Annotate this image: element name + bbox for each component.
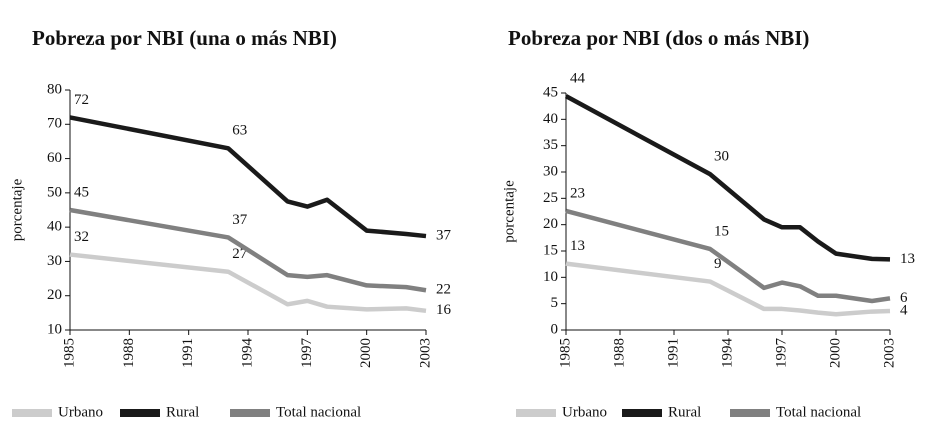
chart-title: Pobreza por NBI (dos o más NBI) (508, 26, 809, 50)
x-tick-label: 2003 (417, 338, 433, 368)
data-label: 15 (714, 223, 729, 239)
legend-swatch (516, 409, 556, 417)
series-line (564, 94, 891, 262)
data-label: 16 (436, 302, 452, 318)
data-label: 9 (714, 256, 722, 272)
data-label: 27 (232, 246, 248, 262)
x-tick-label: 1985 (557, 338, 573, 368)
data-label: 44 (570, 71, 586, 87)
legend-swatch (730, 409, 770, 417)
data-label: 22 (436, 282, 451, 298)
x-tick-label: 1988 (611, 338, 627, 368)
y-tick-label: 60 (47, 150, 62, 166)
y-axis-label: porcentaje (9, 178, 25, 241)
data-label: 23 (570, 185, 585, 201)
x-tick-label: 2000 (827, 338, 843, 368)
x-tick-label: 1991 (180, 338, 196, 368)
y-tick-label: 25 (543, 190, 558, 206)
series-line (69, 207, 427, 293)
series-line (565, 261, 891, 317)
data-label: 37 (232, 212, 248, 228)
x-tick-label: 1997 (299, 338, 315, 369)
data-label: 13 (570, 238, 585, 254)
y-tick-label: 20 (543, 216, 558, 232)
y-tick-label: 10 (47, 321, 62, 337)
y-tick-label: 40 (47, 219, 62, 235)
legend-swatch (120, 409, 160, 417)
data-label: 63 (232, 123, 247, 139)
chart-title: Pobreza por NBI (una o más NBI) (32, 26, 337, 50)
legend-label: Total nacional (276, 404, 361, 420)
legend-label: Rural (668, 404, 701, 420)
y-tick-label: 80 (47, 81, 62, 97)
series-line (69, 115, 427, 239)
y-tick-label: 70 (47, 116, 62, 132)
x-tick-label: 1994 (239, 338, 255, 369)
x-tick-label: 1994 (719, 338, 735, 369)
x-tick-label: 2000 (358, 338, 374, 368)
y-tick-label: 0 (551, 321, 559, 337)
y-tick-label: 40 (543, 111, 558, 127)
data-label: 30 (714, 149, 729, 165)
y-tick-label: 30 (543, 163, 558, 179)
y-tick-label: 50 (47, 184, 62, 200)
legend-label: Rural (166, 404, 199, 420)
legend-swatch (622, 409, 662, 417)
x-tick-label: 1991 (665, 338, 681, 368)
y-tick-label: 5 (551, 295, 559, 311)
y-tick-label: 35 (543, 137, 558, 153)
x-tick-label: 1997 (773, 338, 789, 369)
y-axis-label: porcentaje (501, 180, 517, 243)
series-line (69, 252, 427, 314)
y-tick-label: 15 (543, 242, 558, 258)
data-label: 45 (74, 184, 89, 200)
x-tick-label: 1988 (121, 338, 137, 368)
data-label: 72 (74, 92, 89, 108)
y-tick-label: 10 (543, 269, 558, 285)
legend-swatch (12, 409, 52, 417)
y-tick-label: 45 (543, 84, 558, 100)
data-label: 4 (900, 302, 908, 318)
legend-label: Urbano (562, 404, 607, 420)
series-line (565, 208, 891, 304)
y-tick-label: 20 (47, 287, 62, 303)
legend-label: Urbano (58, 404, 103, 420)
y-tick-label: 30 (47, 253, 62, 269)
legend-label: Total nacional (776, 404, 861, 420)
data-label: 37 (436, 227, 452, 243)
data-label: 13 (900, 251, 915, 267)
x-tick-label: 1985 (61, 338, 77, 368)
data-label: 32 (74, 229, 89, 245)
legend-swatch (230, 409, 270, 417)
data-label: 6 (900, 290, 908, 306)
x-tick-label: 2003 (881, 338, 897, 368)
